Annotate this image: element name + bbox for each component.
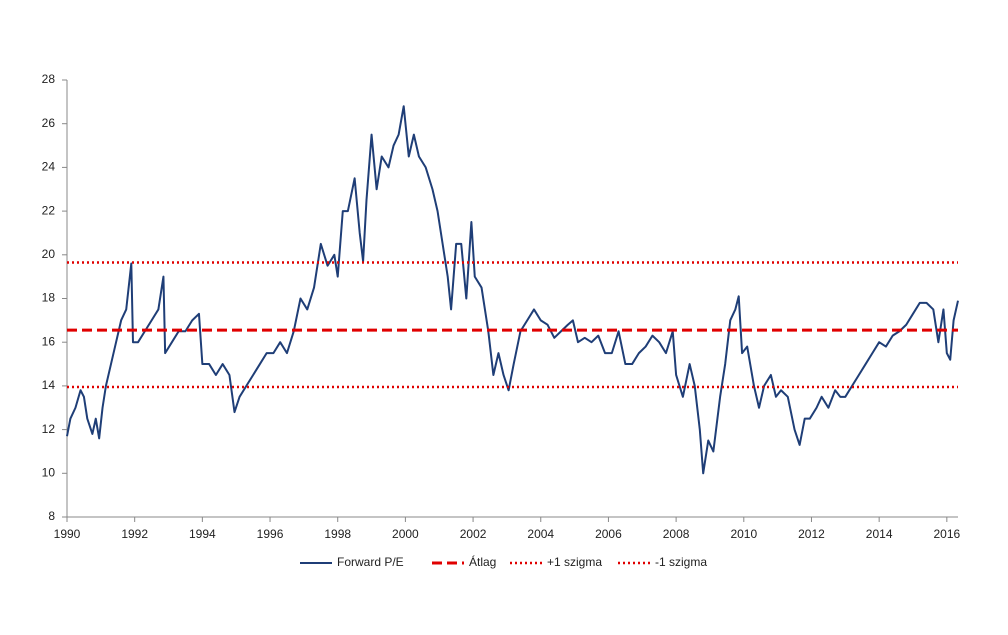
x-tick-label: 2004 — [527, 527, 554, 541]
x-tick-label: 1994 — [189, 527, 216, 541]
y-tick-label: 24 — [42, 160, 56, 174]
x-tick-label: 2014 — [866, 527, 893, 541]
series-line — [66, 105, 959, 475]
x-tick-label: 2012 — [798, 527, 825, 541]
y-tick-label: 26 — [42, 116, 56, 130]
x-tick-label: 1996 — [257, 527, 284, 541]
y-tick-label: 22 — [42, 203, 56, 217]
x-tick-label: 2010 — [730, 527, 757, 541]
x-tick-label: 2000 — [392, 527, 419, 541]
x-tick-label: 1992 — [121, 527, 148, 541]
legend-label: Forward P/E — [337, 555, 404, 569]
y-tick-label: 14 — [42, 378, 56, 392]
y-tick-label: 28 — [42, 72, 56, 86]
y-tick-label: 8 — [48, 509, 55, 523]
legend-label: Átlag — [469, 554, 496, 569]
y-tick-label: 20 — [42, 247, 56, 261]
x-tick-label: 1990 — [54, 527, 81, 541]
y-tick-label: 12 — [42, 422, 56, 436]
x-tick-label: 2002 — [460, 527, 487, 541]
y-tick-label: 16 — [42, 334, 56, 348]
legend-label: +1 szigma — [547, 555, 602, 569]
x-tick-label: 2008 — [663, 527, 690, 541]
x-tick-label: 2006 — [595, 527, 622, 541]
legend-label: -1 szigma — [655, 555, 707, 569]
x-tick-label: 1998 — [324, 527, 351, 541]
y-tick-label: 18 — [42, 291, 56, 305]
y-tick-label: 10 — [42, 465, 56, 479]
x-tick-label: 2016 — [933, 527, 960, 541]
